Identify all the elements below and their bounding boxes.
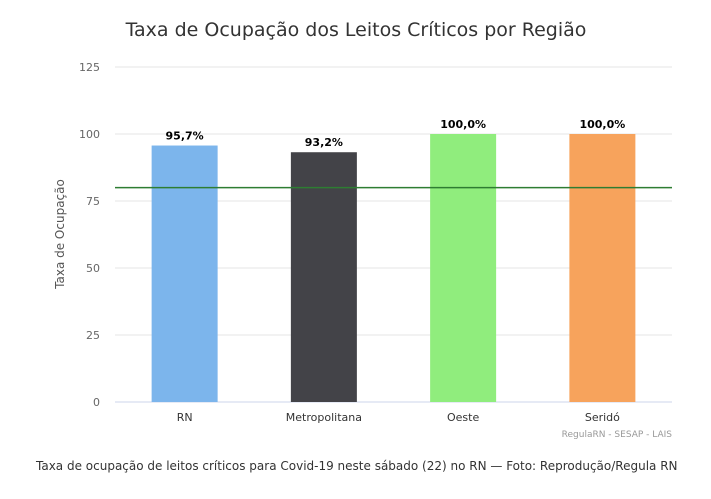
data-label: 100,0% <box>440 118 486 131</box>
bar[interactable] <box>151 145 218 403</box>
bar[interactable] <box>430 134 497 402</box>
data-label: 95,7% <box>166 130 204 143</box>
photo-caption: Taxa de ocupação de leitos críticos para… <box>36 459 678 473</box>
bar[interactable] <box>290 152 357 402</box>
y-tick-label: 125 <box>79 61 100 74</box>
x-tick-label: Oeste <box>447 411 479 424</box>
y-tick-label: 75 <box>86 195 100 208</box>
x-tick-label: Metropolitana <box>286 411 362 424</box>
data-label: 93,2% <box>305 136 343 149</box>
chart-title: Taxa de Ocupação dos Leitos Críticos por… <box>125 19 587 41</box>
x-tick-label: Seridó <box>585 411 620 424</box>
y-tick-label: 100 <box>79 128 100 141</box>
data-label: 100,0% <box>579 118 625 131</box>
y-tick-label: 0 <box>93 396 100 409</box>
bar-chart: Taxa de Ocupação dos Leitos Críticos por… <box>53 19 673 440</box>
x-tick-label: RN <box>177 411 193 424</box>
bar[interactable] <box>569 134 636 402</box>
y-axis-label: Taxa de Ocupação <box>53 179 67 290</box>
y-tick-label: 50 <box>86 262 100 275</box>
chart-credits: RegulaRN - SESAP - LAIS <box>562 430 673 440</box>
y-tick-label: 25 <box>86 329 100 342</box>
